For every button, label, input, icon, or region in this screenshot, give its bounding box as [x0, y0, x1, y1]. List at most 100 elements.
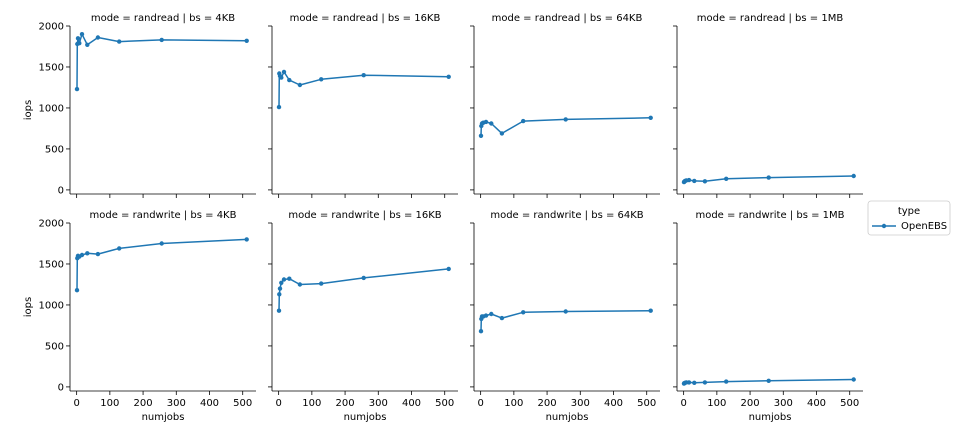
x-tick-label: 400 — [402, 398, 421, 409]
data-point — [478, 329, 484, 334]
panel-7: mode = randwrite | bs = 64KB 0 100 200 300 40… — [470, 210, 660, 423]
facet-panels: mode = randread | bs = 4KB05001000150020… — [23, 13, 863, 423]
x-axis-label: numjobs — [142, 412, 185, 423]
y-tick-label: 1000 — [39, 300, 64, 311]
x-tick-label: 300 — [571, 398, 590, 409]
data-point — [79, 32, 85, 37]
y-axis-label: iops — [23, 100, 34, 120]
panel-4: mode = randread | bs = 1MB — [673, 13, 863, 198]
data-point — [276, 308, 282, 313]
x-tick-label: 300 — [774, 398, 793, 409]
data-point — [281, 277, 287, 282]
data-point — [74, 288, 80, 293]
y-tick-label: 0 — [58, 185, 64, 196]
data-point — [563, 309, 568, 314]
x-tick-label: 0 — [477, 398, 483, 409]
data-point — [297, 282, 303, 287]
x-tick-label: 100 — [504, 398, 523, 409]
y-tick-label: 0 — [58, 382, 64, 393]
data-point — [77, 41, 82, 46]
x-tick-label: 200 — [134, 398, 153, 409]
data-point — [244, 237, 249, 242]
legend: type OpenEBS — [867, 200, 951, 236]
panel-1: mode = randread | bs = 4KB 0 500 1000 1500 20… — [23, 13, 256, 198]
panel-6: mode = randwrite | bs = 16KB 0 100 200 300 40… — [268, 210, 458, 423]
data-point — [361, 275, 366, 281]
y-tick-label: 1500 — [39, 62, 64, 73]
data-point — [279, 75, 284, 80]
x-tick-label: 500 — [435, 398, 454, 409]
data-point — [724, 379, 729, 384]
y-tick-label: 500 — [45, 144, 64, 155]
data-point — [766, 378, 771, 383]
series-line-openebs — [278, 268, 449, 311]
data-point — [287, 276, 292, 281]
panel-title: mode = randwrite | bs = 4KB — [90, 210, 237, 221]
x-tick-label: 400 — [807, 398, 826, 409]
data-point — [159, 241, 164, 246]
data-point — [851, 173, 856, 179]
data-point — [244, 38, 249, 43]
x-tick-label: 500 — [840, 398, 859, 409]
panel-title: mode = randwrite | bs = 64KB — [490, 210, 643, 221]
y-tick-label: 1500 — [39, 259, 64, 270]
x-tick-label: 0 — [275, 398, 281, 409]
data-point — [478, 133, 484, 138]
x-tick-label: 100 — [707, 398, 726, 409]
y-axis-label: iops — [23, 297, 34, 317]
x-tick-label: 500 — [637, 398, 656, 409]
data-point — [702, 179, 708, 184]
x-tick-label: 300 — [167, 398, 186, 409]
data-point — [281, 69, 287, 75]
data-point — [276, 104, 282, 110]
data-point — [279, 280, 284, 285]
data-point — [686, 177, 692, 183]
data-point — [648, 115, 653, 121]
x-tick-label: 200 — [336, 398, 355, 409]
data-point — [117, 246, 122, 251]
data-point — [483, 119, 489, 125]
data-point — [319, 281, 324, 286]
panel-2: mode = randread | bs = 16KB — [268, 13, 458, 198]
x-axis-label: numjobs — [749, 412, 792, 423]
data-point — [361, 73, 366, 78]
data-point — [563, 117, 568, 122]
x-tick-label: 200 — [538, 398, 557, 409]
data-point — [648, 308, 653, 313]
x-tick-label: 400 — [200, 398, 219, 409]
data-point — [75, 36, 81, 41]
x-tick-label: 400 — [604, 398, 623, 409]
data-point — [521, 118, 526, 124]
data-point — [686, 380, 692, 385]
data-point — [692, 380, 697, 385]
data-point — [159, 37, 164, 43]
x-tick-label: 0 — [680, 398, 686, 409]
data-point — [74, 86, 80, 92]
data-point — [85, 42, 90, 47]
data-point — [489, 121, 494, 126]
data-point — [117, 39, 122, 44]
panel-title: mode = randwrite | bs = 1MB — [695, 210, 844, 221]
data-point — [499, 315, 505, 321]
x-tick-label: 300 — [369, 398, 388, 409]
y-tick-label: 500 — [45, 341, 64, 352]
data-point — [521, 310, 526, 315]
y-tick-label: 2000 — [39, 22, 64, 33]
data-point — [79, 252, 85, 258]
data-point — [277, 292, 282, 297]
panel-5: mode = randwrite | bs = 4KB 0 500 1000 1500 2… — [23, 210, 256, 423]
series-line-openebs — [480, 309, 651, 332]
data-point — [692, 178, 697, 184]
panel-title: mode = randread | bs = 4KB — [91, 13, 235, 24]
data-point — [446, 74, 451, 80]
x-tick-label: 0 — [73, 398, 79, 409]
data-point — [483, 313, 489, 318]
panel-8: mode = randwrite | bs = 1MB 0 100 200 300 400… — [673, 210, 863, 423]
panel-title: mode = randread | bs = 64KB — [492, 13, 643, 24]
series-line-openebs — [76, 238, 247, 291]
data-point — [766, 175, 771, 180]
data-point — [499, 131, 505, 136]
data-point — [724, 176, 729, 181]
data-point — [319, 77, 324, 82]
legend-swatch-marker — [881, 223, 887, 229]
